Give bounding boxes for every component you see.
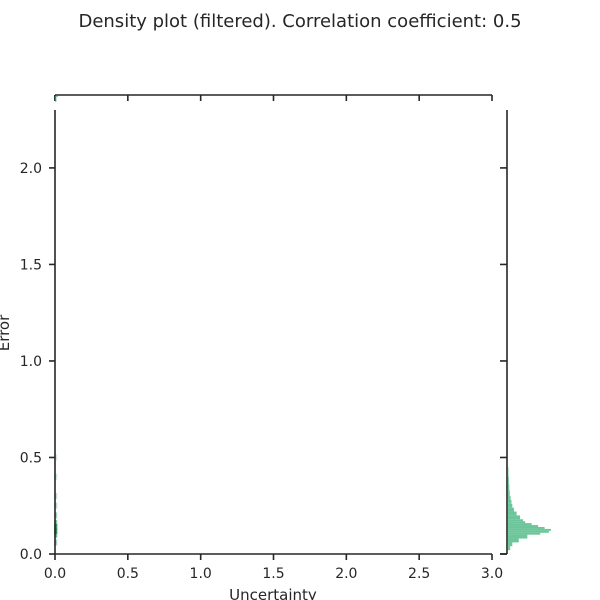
y-axis: 0.0 0.5 1.0 1.5 2.0 xyxy=(20,110,56,563)
x-axis: 0.0 0.5 1.0 1.5 2.0 2.5 3.0 xyxy=(44,553,503,582)
right-marginal-bar xyxy=(508,496,511,500)
right-marginal-bar xyxy=(508,528,551,531)
right-marginal-bar xyxy=(508,530,549,533)
right-marginal-bar xyxy=(508,490,510,497)
y-tick-label: 1.0 xyxy=(20,354,42,370)
right-marginal-plot xyxy=(500,110,551,555)
x-tick-label: 2.0 xyxy=(335,566,357,582)
right-marginal-bar xyxy=(508,538,519,543)
right-marginal-bar xyxy=(508,511,517,516)
x-tick-label: 3.0 xyxy=(481,566,503,582)
right-marginal-bar xyxy=(508,525,539,527)
right-marginal-bar xyxy=(508,534,528,539)
y-tick-label: 1.5 xyxy=(20,257,42,273)
x-tick-label: 0.0 xyxy=(44,566,66,582)
x-tick-label: 2.5 xyxy=(408,566,430,582)
right-marginal-bar xyxy=(508,484,510,491)
right-marginal-bar xyxy=(508,521,526,524)
chart-title: Density plot (filtered). Correlation coe… xyxy=(78,11,521,32)
right-marginal-bar xyxy=(508,532,541,535)
y-tick-label: 0.5 xyxy=(20,450,42,466)
right-marginal-bar xyxy=(508,499,512,504)
y-axis-label: Error xyxy=(0,314,13,351)
right-marginal-bar xyxy=(508,519,524,522)
right-marginal-bar xyxy=(508,507,515,512)
right-marginal-bar xyxy=(508,503,513,508)
top-marginal-bar xyxy=(55,95,57,102)
x-tick-label: 0.5 xyxy=(117,566,139,582)
y-tick-label: 2.0 xyxy=(20,161,42,177)
right-marginal-bar xyxy=(508,542,513,547)
top-marginal-bar xyxy=(56,95,58,97)
right-marginal-bar xyxy=(508,476,509,485)
right-marginal-bar xyxy=(508,523,532,526)
top-marginal-plot xyxy=(54,94,493,102)
right-marginal-bar xyxy=(508,546,511,551)
y-tick-label: 0.0 xyxy=(20,547,42,563)
right-marginal-bar xyxy=(508,526,545,529)
right-marginal-bar xyxy=(508,515,521,520)
x-tick-label: 1.0 xyxy=(190,566,212,582)
x-axis-label: Uncertainty xyxy=(229,586,317,600)
x-tick-label: 1.5 xyxy=(262,566,284,582)
